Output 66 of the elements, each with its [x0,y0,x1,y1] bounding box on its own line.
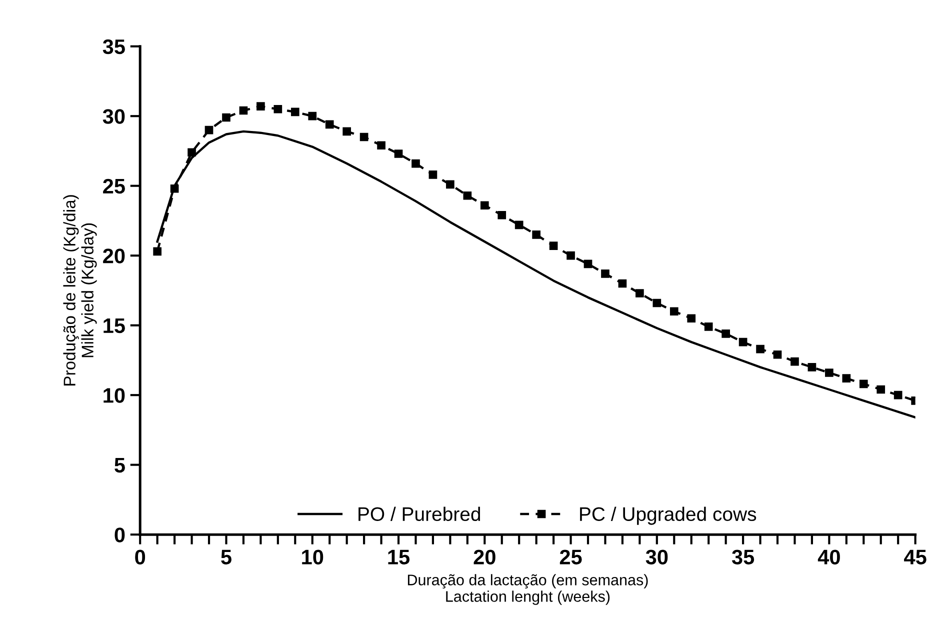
y-tick-label: 10 [104,388,125,403]
point [618,279,627,288]
y-tick-label: 15 [104,318,125,334]
point [239,106,248,115]
point [825,368,834,377]
x-tick-label: 20 [474,550,496,564]
point [412,159,420,168]
point [859,380,868,388]
point [722,330,730,338]
point [532,230,540,239]
point [738,338,748,346]
point [636,289,644,298]
y-tick-label: 5 [114,458,125,473]
x-tick-label: 5 [221,550,232,564]
point [670,307,678,316]
point [222,113,230,122]
point [704,322,713,331]
point [428,170,438,179]
point [153,247,162,256]
y-tick-label: 30 [102,109,125,124]
point [394,150,403,158]
point [790,357,799,366]
point [549,242,558,250]
point [566,251,575,260]
point [274,104,282,114]
y-tick-label: 25 [103,178,125,194]
x-tick-label: 30 [646,550,668,564]
point [446,180,454,189]
point [894,390,902,400]
x-axis-title: Duração da lactação (em semanas) Lactation lenght (weeks) [408,574,648,605]
x-tick-label: 25 [560,550,582,564]
legend-label: PC / Upgraded cows [580,506,756,525]
y-tick-label: 0 [114,528,125,542]
point [377,141,386,150]
y-axis-title: Produção de leite (Kg/dia) Milk yield (Kg/day) [63,195,97,386]
point [687,314,696,323]
x-tick-label: 45 [904,550,926,564]
x-tick-label: 35 [732,550,754,564]
point [463,191,472,200]
x-tick-label: 0 [135,550,146,564]
y-tick-label: 35 [102,39,125,54]
point [842,374,851,383]
point [308,112,317,120]
point [204,126,214,134]
x-tick-label: 15 [388,550,410,564]
point [170,184,179,193]
point [325,120,334,129]
point [601,270,610,278]
point [773,350,782,359]
point [256,102,265,110]
y-tick-label: 20 [103,248,125,264]
point [480,201,489,210]
x-tick-label: 40 [818,550,840,564]
legend-label: PO / Purebred [358,506,480,522]
point [342,127,351,136]
point [756,344,764,354]
point [808,363,816,372]
point [290,108,300,116]
point [514,220,524,230]
point [188,148,196,157]
x-tick-label: 10 [302,550,324,564]
point [584,260,592,268]
point [876,385,886,394]
point [360,132,368,142]
point [652,298,662,308]
point [498,210,506,220]
